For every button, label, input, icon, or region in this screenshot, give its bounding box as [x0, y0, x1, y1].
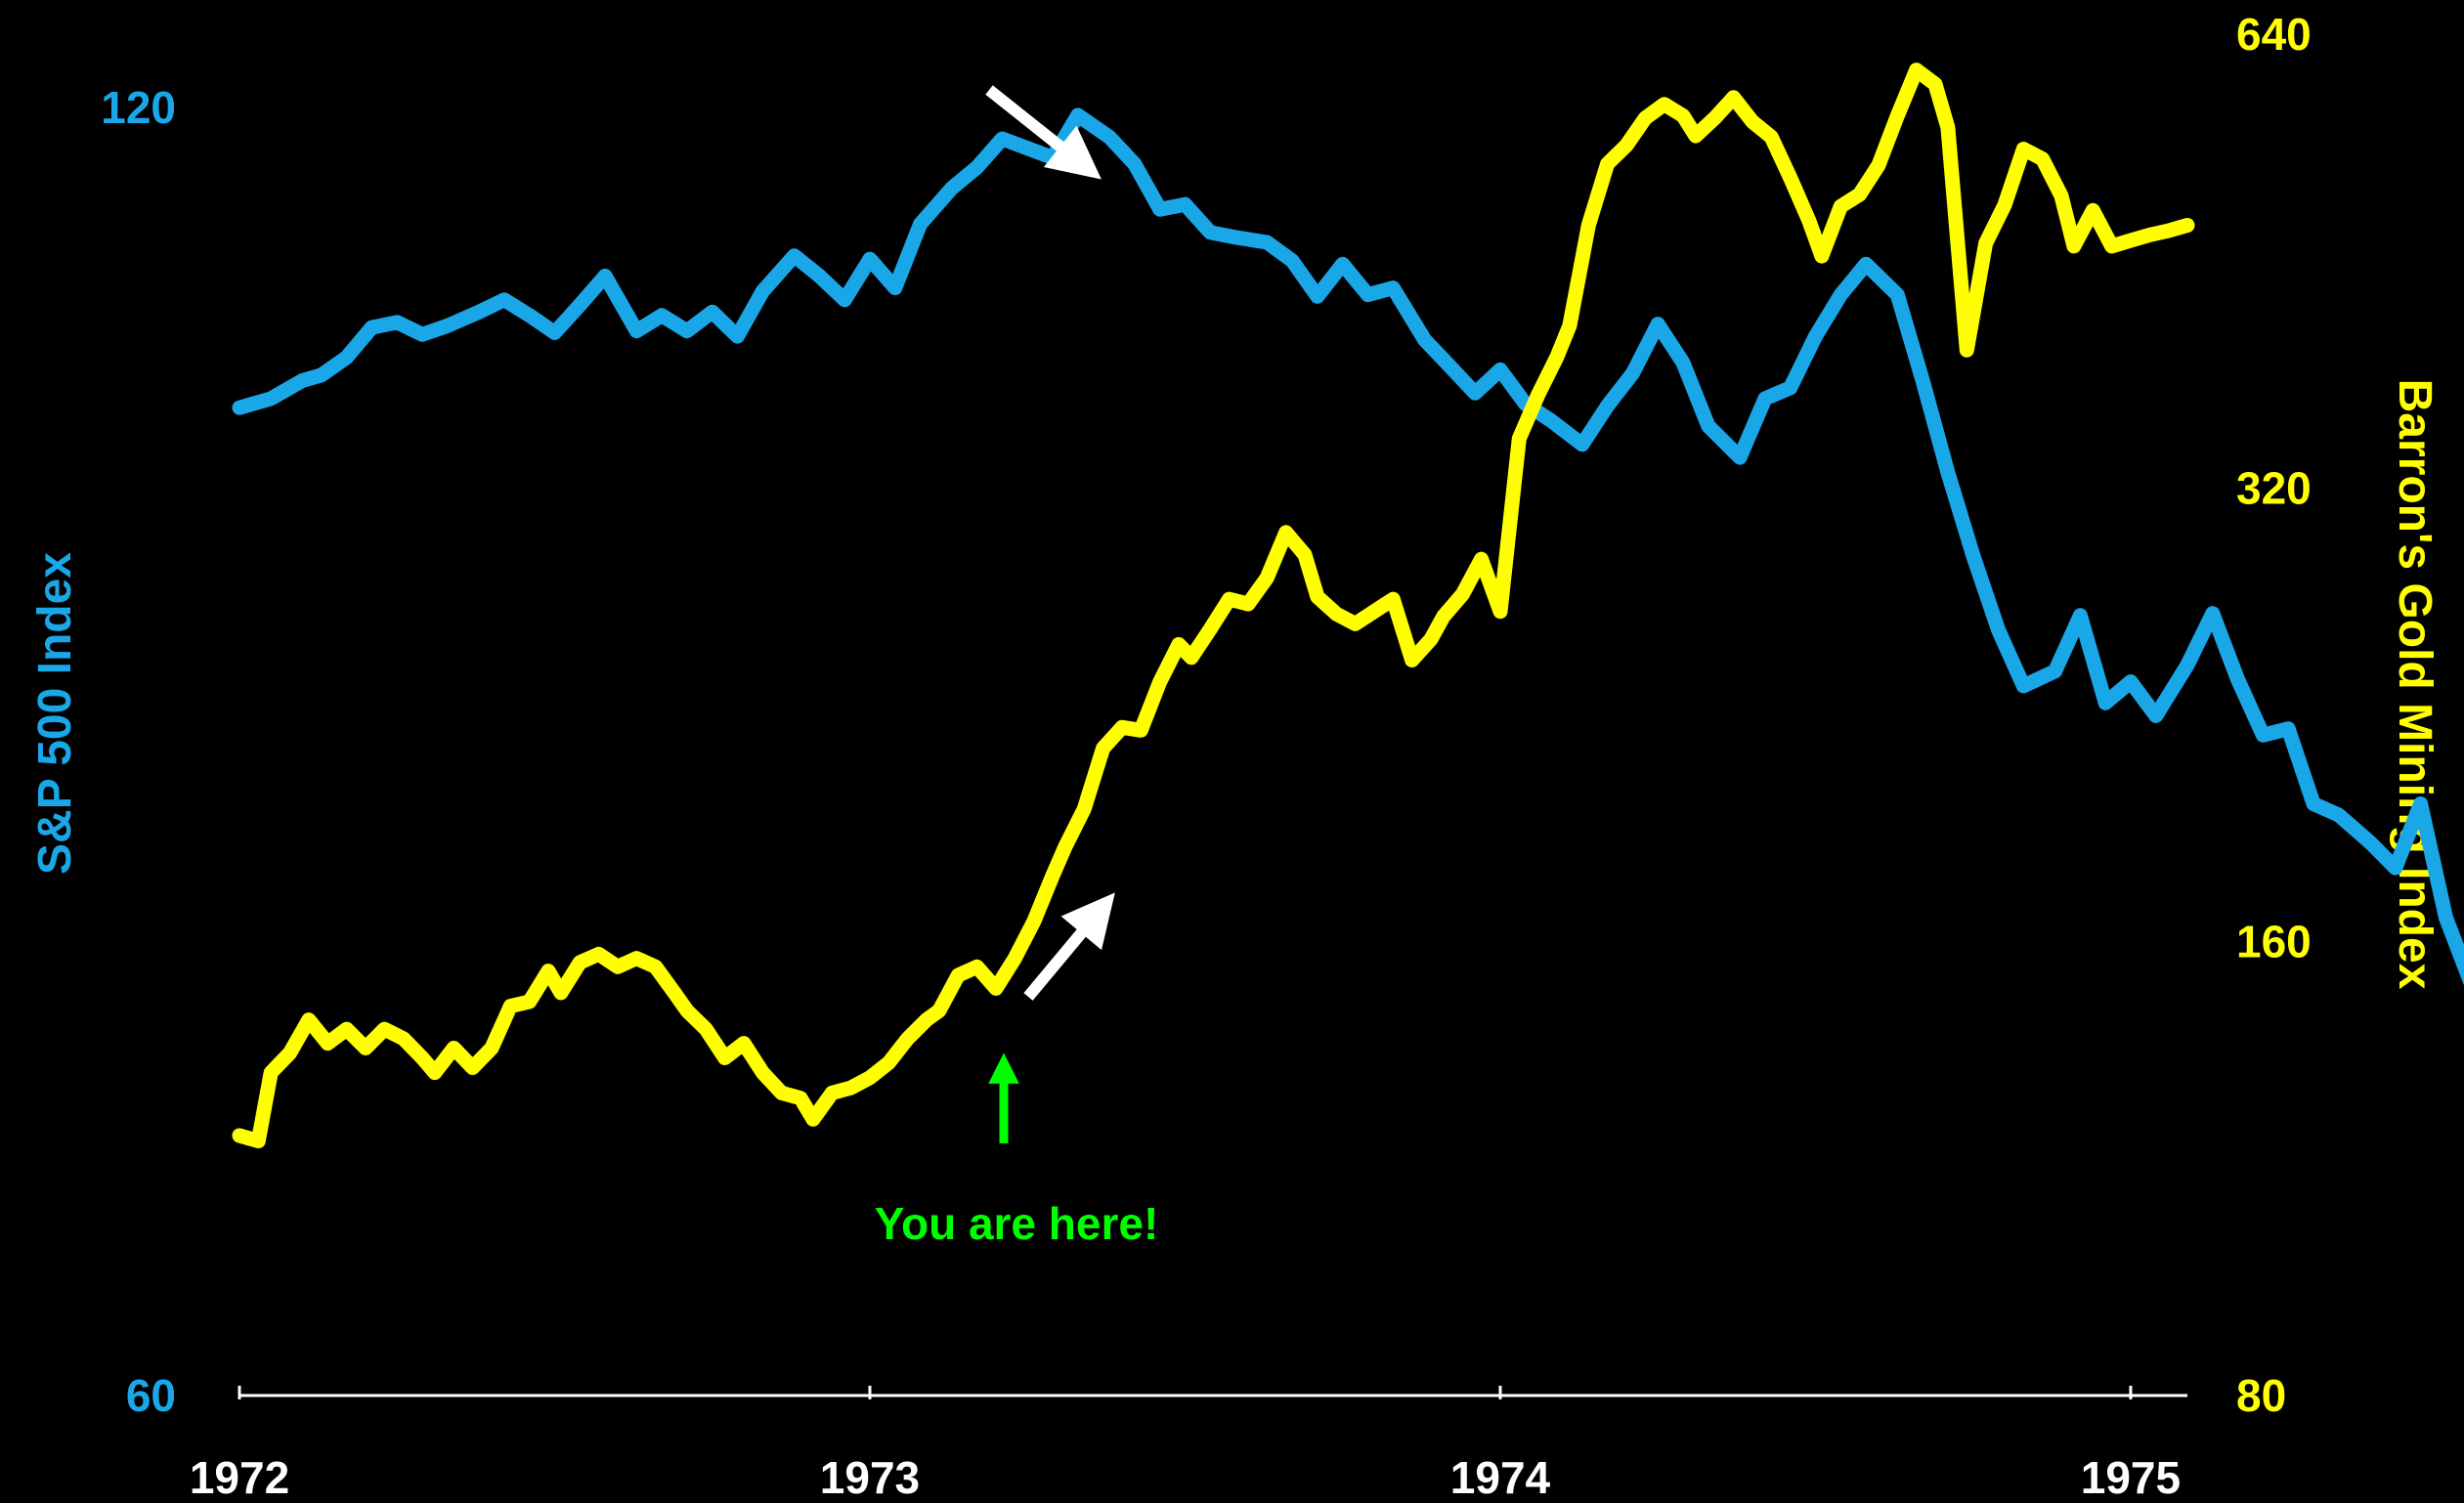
x-tick-label: 1973 — [820, 1452, 920, 1503]
left-tick-label: 60 — [126, 1370, 176, 1421]
you-are-here-label: You are here! — [875, 1198, 1159, 1249]
right-tick-label: 160 — [2236, 917, 2312, 967]
right-axis-ticks: 640 320 160 80 — [2236, 9, 2312, 1421]
x-axis-ticks: 1972 1973 1974 1975 — [190, 1386, 2181, 1503]
right-tick-label: 640 — [2236, 9, 2312, 60]
right-axis-title: Barron's Gold Mining Index — [2389, 379, 2441, 990]
x-tick-label: 1974 — [1450, 1452, 1551, 1503]
down-arrow — [985, 85, 1102, 180]
right-tick-label: 320 — [2236, 462, 2312, 513]
x-tick-label: 1972 — [190, 1452, 289, 1503]
up-arrow — [1023, 892, 1115, 1001]
left-axis-ticks: 120 60 — [101, 82, 176, 1421]
sp500-line — [232, 107, 2464, 986]
left-axis-title: S&P 500 Index — [29, 552, 81, 875]
left-tick-label: 120 — [101, 82, 176, 133]
gold-mining-line — [232, 63, 2195, 1149]
x-tick-label: 1975 — [2081, 1452, 2181, 1503]
right-tick-label: 80 — [2236, 1370, 2286, 1421]
